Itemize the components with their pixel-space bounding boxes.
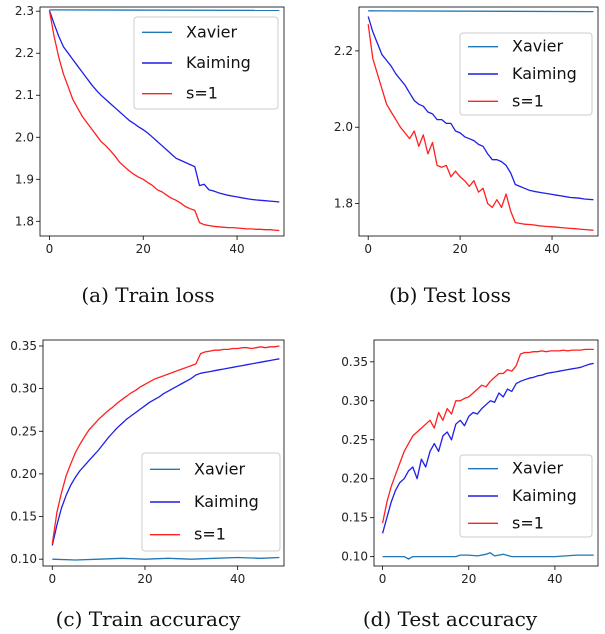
test-loss-legend-label: Xavier <box>512 37 564 56</box>
test-loss-series-kaiming <box>367 16 594 201</box>
train-loss-axes-frame <box>39 6 285 237</box>
train-loss-legend <box>133 16 279 110</box>
train-accuracy-legend-label: s=1 <box>194 525 226 544</box>
test-accuracy-series-s1 <box>381 348 594 524</box>
test-accuracy-y-tick-label: 0.25 <box>341 433 368 447</box>
caption-train-accuracy: (c) Train accuracy <box>56 607 242 631</box>
train-accuracy-x-tick-label: 40 <box>230 572 245 586</box>
test-loss-axes-frame <box>358 6 599 237</box>
train-loss-series-s1 <box>48 10 280 232</box>
train-loss-x-tick-label: 0 <box>46 242 54 256</box>
train-accuracy-legend-label: Kaiming <box>194 492 259 511</box>
test-loss-legend <box>459 32 593 116</box>
train-loss-y-tick-label: 2.3 <box>15 4 34 18</box>
test-accuracy-legend-label: Xavier <box>512 459 564 478</box>
train-loss-legend-label: Xavier <box>186 22 238 41</box>
test-accuracy-series-xavier <box>382 552 594 560</box>
test-accuracy-y-tick-label: 0.20 <box>341 472 368 486</box>
train-accuracy-y-tick-label: 0.30 <box>10 382 37 396</box>
train-loss-y-tick-label: 2.0 <box>15 130 34 144</box>
panel-train-accuracy: 0 20 40 0.10 0.15 0.20 0.25 0.30 0.35 Xavier Kaimi… <box>10 339 285 586</box>
test-loss-y-tick-label: 2.0 <box>334 120 353 134</box>
train-loss-legend-label: s=1 <box>186 84 218 103</box>
panel-test-loss: 0 20 40 1.8 2.0 2.2 Xavier Kaiming s=1 <box>334 6 599 256</box>
caption-train-loss: (a) Train loss <box>81 283 214 307</box>
train-accuracy-y-tick-label: 0.35 <box>10 339 37 353</box>
test-loss-legend-label: Kaiming <box>512 64 577 83</box>
test-accuracy-y-tick-label: 0.10 <box>341 550 368 564</box>
train-loss-series-xavier <box>49 9 280 12</box>
train-accuracy-legend-label: Xavier <box>194 459 246 478</box>
test-accuracy-y-tick-label: 0.15 <box>341 511 368 525</box>
train-accuracy-y-tick-label: 0.10 <box>10 552 37 566</box>
test-accuracy-legend-label: s=1 <box>512 513 544 532</box>
train-loss-legend-label: Kaiming <box>186 53 251 72</box>
test-loss-series-s1 <box>367 24 594 231</box>
test-accuracy-x-tick-label: 40 <box>547 572 562 586</box>
test-accuracy-x-tick-label: 0 <box>379 572 387 586</box>
train-accuracy-series-xavier <box>52 556 280 561</box>
test-accuracy-y-tick-label: 0.35 <box>341 355 368 369</box>
train-accuracy-x-tick-label: 20 <box>137 572 152 586</box>
caption-test-loss: (b) Test loss <box>389 283 511 307</box>
test-accuracy-y-tick-label: 0.30 <box>341 394 368 408</box>
test-loss-series-xavier <box>368 10 594 13</box>
train-accuracy-legend <box>141 452 281 552</box>
train-accuracy-series-s1 <box>51 345 280 544</box>
train-loss-y-tick-label: 2.1 <box>15 88 34 102</box>
test-loss-legend-label: s=1 <box>512 91 544 110</box>
test-accuracy-series-kaiming <box>381 362 594 534</box>
train-accuracy-x-tick-label: 0 <box>48 572 56 586</box>
train-accuracy-axes-frame <box>42 339 285 567</box>
train-accuracy-y-tick-label: 0.25 <box>10 424 37 438</box>
test-accuracy-axes-frame <box>373 339 599 567</box>
panel-train-loss: 0 20 40 1.8 1.9 2.0 2.1 2.2 2.3 Xavier Kaiming s=1 <box>15 4 285 256</box>
train-accuracy-y-tick-label: 0.20 <box>10 467 37 481</box>
train-loss-y-tick-label: 1.9 <box>15 172 34 186</box>
test-loss-x-tick-label: 20 <box>452 242 467 256</box>
test-accuracy-x-tick-label: 20 <box>461 572 476 586</box>
test-loss-x-tick-label: 0 <box>364 242 372 256</box>
panel-test-accuracy: 0 20 40 0.10 0.15 0.20 0.25 0.30 0.35 Xavier Kaimi… <box>341 339 599 586</box>
test-accuracy-legend <box>459 454 593 538</box>
test-loss-y-tick-label: 2.2 <box>334 44 353 58</box>
train-loss-x-tick-label: 40 <box>229 242 244 256</box>
train-loss-series-kaiming <box>48 10 280 203</box>
caption-test-accuracy: (d) Test accuracy <box>363 607 538 631</box>
test-accuracy-legend-label: Kaiming <box>512 486 577 505</box>
test-loss-y-tick-label: 1.8 <box>334 197 353 211</box>
train-loss-x-tick-label: 20 <box>136 242 151 256</box>
train-accuracy-y-tick-label: 0.15 <box>10 510 37 524</box>
train-accuracy-series-kaiming <box>51 358 280 546</box>
train-loss-y-tick-label: 2.2 <box>15 46 34 60</box>
test-loss-x-tick-label: 40 <box>544 242 559 256</box>
train-loss-y-tick-label: 1.8 <box>15 214 34 228</box>
